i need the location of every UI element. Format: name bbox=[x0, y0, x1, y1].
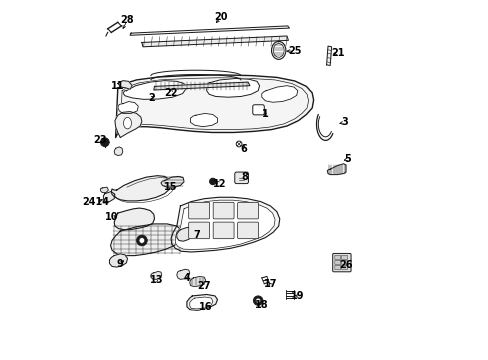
Text: 1: 1 bbox=[262, 109, 268, 120]
Text: 25: 25 bbox=[287, 46, 301, 56]
Circle shape bbox=[255, 298, 260, 303]
Polygon shape bbox=[109, 254, 127, 267]
Polygon shape bbox=[101, 187, 108, 193]
Polygon shape bbox=[206, 78, 259, 97]
Polygon shape bbox=[326, 46, 331, 66]
Polygon shape bbox=[261, 86, 297, 102]
Polygon shape bbox=[161, 176, 183, 187]
Text: 28: 28 bbox=[121, 15, 134, 25]
FancyBboxPatch shape bbox=[188, 222, 209, 239]
Polygon shape bbox=[110, 224, 182, 256]
FancyBboxPatch shape bbox=[237, 202, 258, 219]
FancyBboxPatch shape bbox=[188, 202, 209, 219]
Text: 2: 2 bbox=[148, 93, 155, 103]
Text: 17: 17 bbox=[263, 279, 277, 289]
Polygon shape bbox=[189, 276, 205, 287]
Text: 16: 16 bbox=[199, 302, 212, 312]
Text: 18: 18 bbox=[254, 300, 268, 310]
Polygon shape bbox=[114, 208, 154, 230]
FancyBboxPatch shape bbox=[213, 222, 234, 239]
Polygon shape bbox=[186, 294, 217, 310]
FancyBboxPatch shape bbox=[341, 260, 347, 265]
FancyBboxPatch shape bbox=[252, 105, 264, 115]
Text: 7: 7 bbox=[193, 230, 200, 240]
Ellipse shape bbox=[273, 44, 284, 57]
Polygon shape bbox=[190, 113, 217, 127]
Text: 22: 22 bbox=[164, 88, 178, 98]
Polygon shape bbox=[189, 297, 212, 309]
Text: 11: 11 bbox=[111, 81, 124, 91]
Text: 20: 20 bbox=[214, 12, 227, 22]
FancyBboxPatch shape bbox=[334, 260, 340, 265]
Circle shape bbox=[101, 138, 109, 147]
Polygon shape bbox=[111, 176, 170, 201]
Polygon shape bbox=[114, 147, 122, 156]
FancyBboxPatch shape bbox=[237, 222, 258, 239]
Polygon shape bbox=[130, 26, 289, 35]
Polygon shape bbox=[118, 102, 138, 113]
Ellipse shape bbox=[123, 117, 131, 129]
Text: 21: 21 bbox=[331, 48, 344, 58]
FancyBboxPatch shape bbox=[341, 255, 347, 260]
Text: 4: 4 bbox=[183, 273, 190, 283]
Polygon shape bbox=[118, 81, 132, 89]
Circle shape bbox=[139, 238, 144, 243]
FancyBboxPatch shape bbox=[234, 172, 248, 184]
Text: 3: 3 bbox=[341, 117, 347, 127]
Text: 13: 13 bbox=[149, 275, 163, 285]
Polygon shape bbox=[177, 228, 193, 241]
Polygon shape bbox=[175, 200, 275, 249]
Polygon shape bbox=[151, 271, 162, 279]
Text: 10: 10 bbox=[104, 212, 118, 222]
Text: 12: 12 bbox=[212, 179, 225, 189]
Circle shape bbox=[236, 141, 242, 147]
Text: 9: 9 bbox=[117, 258, 123, 269]
Ellipse shape bbox=[271, 41, 285, 59]
Text: 19: 19 bbox=[290, 291, 304, 301]
Circle shape bbox=[136, 235, 147, 246]
Polygon shape bbox=[142, 36, 288, 47]
FancyBboxPatch shape bbox=[341, 265, 347, 270]
Polygon shape bbox=[171, 197, 279, 252]
Polygon shape bbox=[103, 192, 115, 202]
Polygon shape bbox=[177, 269, 189, 279]
Polygon shape bbox=[115, 75, 313, 138]
Text: 2414: 2414 bbox=[82, 197, 109, 207]
Text: 5: 5 bbox=[344, 154, 350, 164]
Polygon shape bbox=[115, 112, 142, 138]
Polygon shape bbox=[153, 82, 249, 90]
FancyBboxPatch shape bbox=[334, 255, 340, 260]
Circle shape bbox=[209, 178, 216, 185]
Text: 23: 23 bbox=[93, 135, 106, 145]
Text: 8: 8 bbox=[241, 172, 248, 182]
Text: 6: 6 bbox=[240, 144, 246, 154]
FancyBboxPatch shape bbox=[332, 253, 350, 272]
Polygon shape bbox=[326, 164, 346, 175]
FancyBboxPatch shape bbox=[213, 202, 234, 219]
Circle shape bbox=[253, 296, 263, 305]
Text: 15: 15 bbox=[163, 182, 177, 192]
Text: 26: 26 bbox=[339, 260, 352, 270]
Text: 27: 27 bbox=[197, 281, 210, 291]
Polygon shape bbox=[122, 81, 186, 99]
FancyBboxPatch shape bbox=[334, 265, 340, 270]
